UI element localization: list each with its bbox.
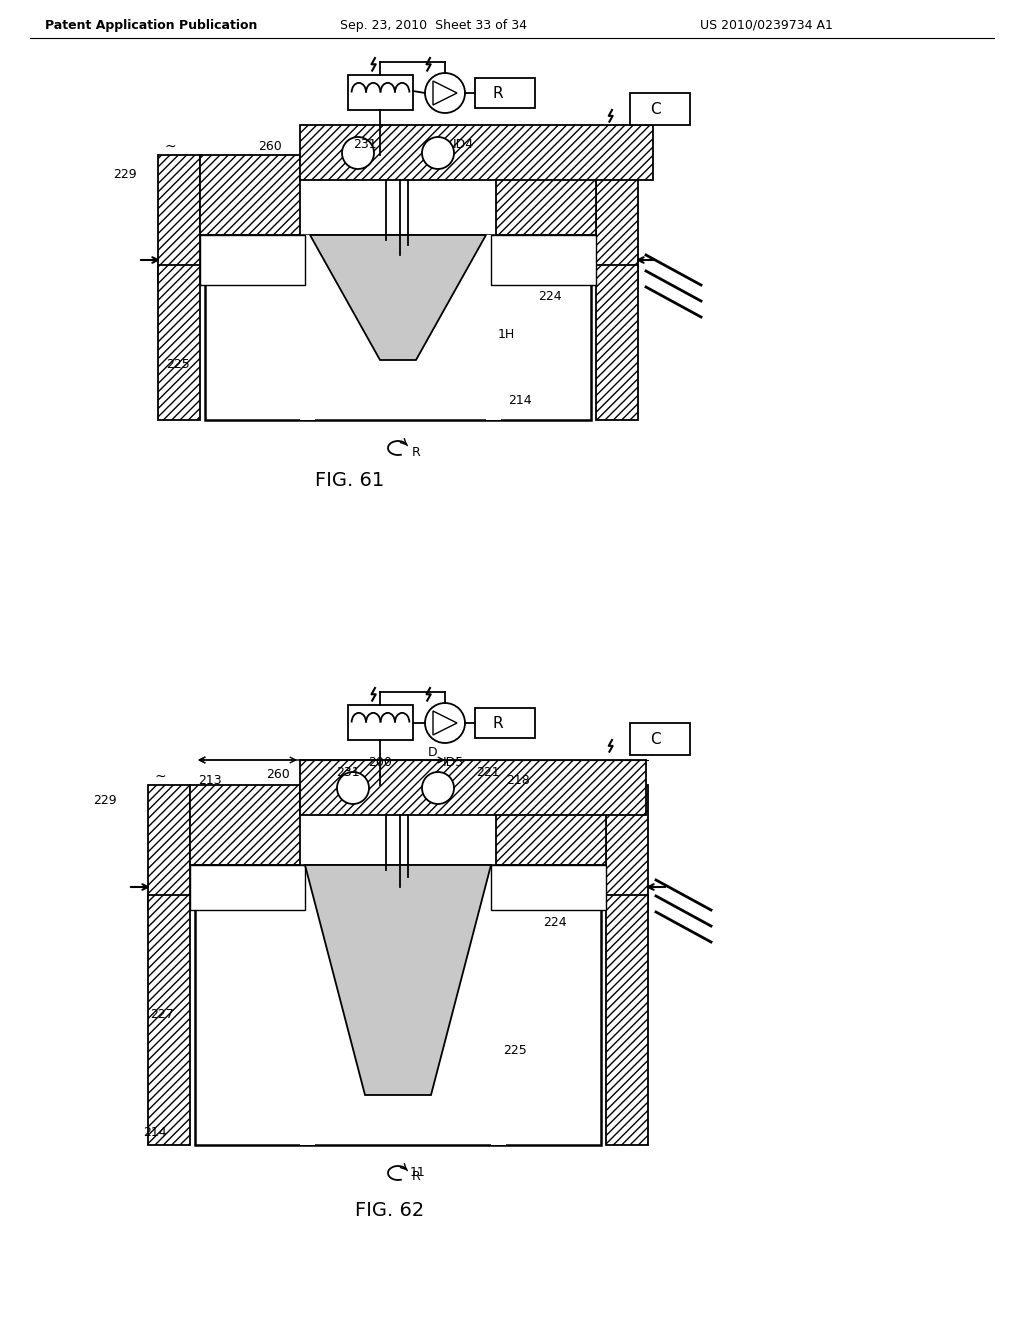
Circle shape [425,704,465,743]
Text: 214: 214 [143,1126,167,1139]
Text: R: R [493,715,504,730]
Bar [630,723,690,755]
Text: 200: 200 [368,756,392,770]
Bar [348,75,413,110]
Bar [496,154,596,235]
Bar [596,154,638,285]
Circle shape [337,772,369,804]
Text: ~: ~ [164,140,176,154]
Text: 225: 225 [166,359,189,371]
Text: 260: 260 [258,140,282,153]
Bar [200,235,305,285]
Circle shape [425,73,465,114]
Text: 231: 231 [353,139,377,152]
Text: 11: 11 [410,1167,426,1180]
Bar [606,895,648,1144]
Text: 218: 218 [506,774,529,787]
Polygon shape [433,711,457,735]
Bar [200,154,300,235]
Polygon shape [433,81,457,106]
Text: R: R [412,446,421,458]
Text: 231: 231 [336,767,359,780]
Bar [190,865,305,909]
Bar [490,865,506,1144]
Text: 221: 221 [476,767,500,780]
Text: ID5: ID5 [443,756,464,770]
Text: 1H: 1H [498,329,515,342]
Text: ~: ~ [155,770,167,784]
Bar [475,708,535,738]
Text: 229: 229 [93,793,117,807]
Text: R: R [412,1171,421,1184]
Bar [475,78,535,108]
Text: Sep. 23, 2010  Sheet 33 of 34: Sep. 23, 2010 Sheet 33 of 34 [340,18,527,32]
Text: 214: 214 [508,393,531,407]
Bar [158,265,200,420]
Text: Patent Application Publication: Patent Application Publication [45,18,257,32]
Bar [490,865,606,909]
Text: C: C [649,731,660,747]
Text: 229: 229 [113,169,136,181]
Text: C: C [649,102,660,116]
Bar [606,785,648,909]
Bar [300,865,315,1144]
Text: 213: 213 [198,774,221,787]
Text: 224: 224 [538,290,561,304]
Bar [195,865,601,1144]
Bar [205,235,591,420]
Bar [630,92,690,125]
Bar [496,785,606,865]
Bar [300,125,653,180]
Text: US 2010/0239734 A1: US 2010/0239734 A1 [700,18,833,32]
Bar [158,154,200,285]
Bar [486,235,501,420]
Text: 225: 225 [503,1044,526,1056]
Circle shape [342,137,374,169]
Circle shape [422,137,454,169]
Text: 260: 260 [266,768,290,781]
Bar [596,265,638,420]
Text: D: D [428,746,438,759]
Text: ID4: ID4 [453,139,474,152]
Bar [300,760,646,814]
Text: R: R [493,86,504,100]
Bar [148,895,190,1144]
Bar [300,235,315,420]
Text: 224: 224 [543,916,566,929]
Text: FIG. 62: FIG. 62 [355,1200,425,1220]
Polygon shape [305,865,490,1096]
Polygon shape [310,235,486,360]
Bar [148,785,190,909]
Bar [348,705,413,741]
Bar [190,785,300,865]
Bar [490,235,596,285]
Text: FIG. 61: FIG. 61 [315,470,385,490]
Text: 227: 227 [150,1008,174,1022]
Circle shape [422,772,454,804]
